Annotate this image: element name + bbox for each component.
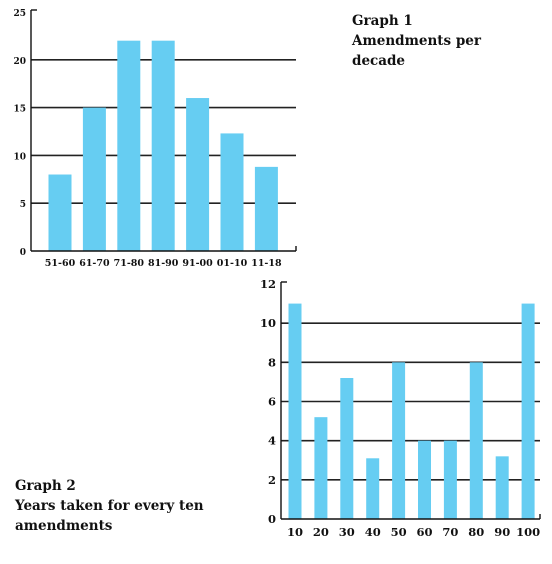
chart2-y-tick-label: 6 [268,395,276,409]
chart2-x-tick-label: 100 [516,525,540,539]
chart2-bar [469,362,483,519]
chart1-x-tick-label: 91-00 [182,258,213,269]
chart1-bar [186,98,210,251]
chart1-bar [254,166,278,251]
chart2-x-tick-label: 70 [442,525,458,539]
chart2-x-tick-label: 80 [468,525,484,539]
graph2-caption-line-2: Years taken for every ten [15,498,204,514]
chart2-bar [314,417,328,519]
graph2-caption-line-1: Graph 2 [15,478,76,494]
chart1-y-tick-label: 5 [20,200,26,210]
chart1-bar [151,40,175,252]
chart1-y-tick-label: 20 [13,57,26,67]
graph2-caption: Graph 2 Years taken for every ten amendm… [15,476,204,536]
chart2-bar [443,440,457,519]
chart2-y-tick-label: 0 [268,512,276,526]
chart2-x-tick-label: 40 [365,525,381,539]
chart2-y-tick-label: 10 [260,316,276,330]
chart2-bar [418,440,431,519]
chart2-x-tick-label: 10 [287,525,303,539]
chart2-x-tick-label: 50 [391,525,407,539]
chart1-x-tick-label: 71-80 [114,258,145,269]
chart2-y-tick-label: 12 [260,277,276,291]
graph1-caption: Graph 1 Amendments per decade [352,11,481,71]
chart2-y-tick-label: 8 [268,355,276,369]
chart2-y-tick-label: 4 [268,434,276,448]
chart2-bar [366,458,380,519]
chart1-bar [117,40,141,252]
chart1-x-tick-label: 11-18 [251,258,282,269]
chart2-bar [495,456,509,519]
chart2-y-tick-label: 2 [268,473,276,487]
chart2-x-tick-label: 30 [339,525,355,539]
graph1-caption-line-2: Amendments per [352,33,481,49]
chart1-x-tick-label: 61-70 [79,258,110,269]
graph1-caption-line-1: Graph 1 [352,13,413,29]
chart2-x-tick-label: 90 [494,525,510,539]
graph1-caption-line-3: decade [352,53,406,69]
chart1-bar [220,133,244,251]
chart1-y-tick-label: 10 [13,152,26,162]
chart2-x-tick-label: 60 [416,525,432,539]
chart1-y-tick-label: 0 [20,248,26,258]
chart1-x-tick-label: 01-10 [217,258,248,269]
chart1-x-tick-label: 51-60 [45,258,76,269]
chart1-x-tick-label: 81-90 [148,258,179,269]
chart1-bar [82,107,106,251]
chart1-y-tick-label: 15 [13,105,26,115]
chart1-y-tick-label: 25 [13,9,26,19]
chart2-bar [392,362,406,519]
chart2-x-tick-label: 20 [313,525,329,539]
chart2-bar [340,378,354,519]
chart2-bar [288,303,302,519]
chart1-bar [48,174,72,251]
chart2-bar [521,303,535,519]
graph2-caption-line-3: amendments [15,518,113,534]
